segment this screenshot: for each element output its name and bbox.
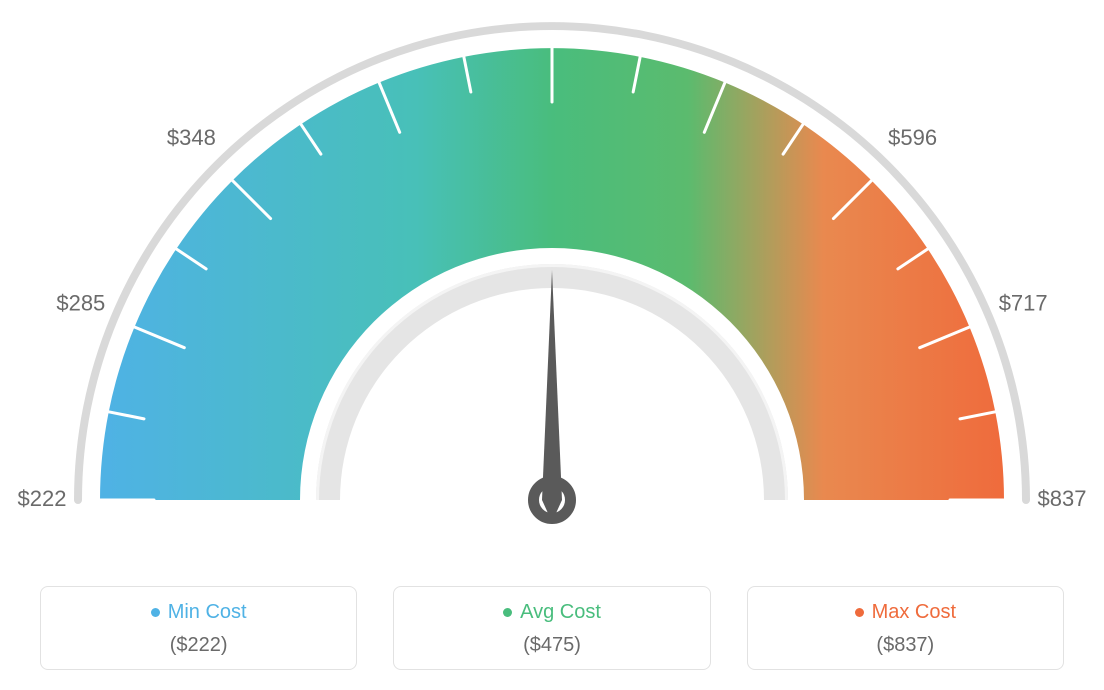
cost-gauge-chart: $222 $285 $348 $475 $596 $717 $837 Min Cost ($… <box>0 0 1104 690</box>
gauge-tick-label: $717 <box>999 291 1048 316</box>
legend-value-max: ($837) <box>748 634 1063 657</box>
legend-card-avg: Avg Cost ($475) <box>393 586 710 670</box>
legend-value-avg: ($475) <box>394 634 709 657</box>
gauge-svg: $222 $285 $348 $475 $596 $717 $837 <box>0 0 1104 560</box>
outer-ring-cap <box>1022 496 1030 504</box>
legend-card-max: Max Cost ($837) <box>747 586 1064 670</box>
legend-label-max: Max Cost <box>872 601 956 624</box>
gauge-tick-label: $475 <box>528 0 577 1</box>
legend-title-avg: Avg Cost <box>503 601 601 624</box>
legend-label-avg: Avg Cost <box>520 601 601 624</box>
outer-ring-cap <box>74 496 82 504</box>
legend-dot-min <box>151 608 160 617</box>
gauge-tick-label: $222 <box>18 486 67 511</box>
legend-label-min: Min Cost <box>168 601 247 624</box>
legend-row: Min Cost ($222) Avg Cost ($475) Max Cost… <box>0 586 1104 670</box>
legend-card-min: Min Cost ($222) <box>40 586 357 670</box>
legend-value-min: ($222) <box>41 634 356 657</box>
legend-dot-max <box>855 608 864 617</box>
gauge-tick-label: $285 <box>56 291 105 316</box>
legend-title-max: Max Cost <box>855 601 956 624</box>
gauge-tick-label: $596 <box>888 125 937 150</box>
legend-title-min: Min Cost <box>151 601 247 624</box>
gauge-tick-label: $837 <box>1038 486 1087 511</box>
legend-dot-avg <box>503 608 512 617</box>
gauge-tick-label: $348 <box>167 125 216 150</box>
